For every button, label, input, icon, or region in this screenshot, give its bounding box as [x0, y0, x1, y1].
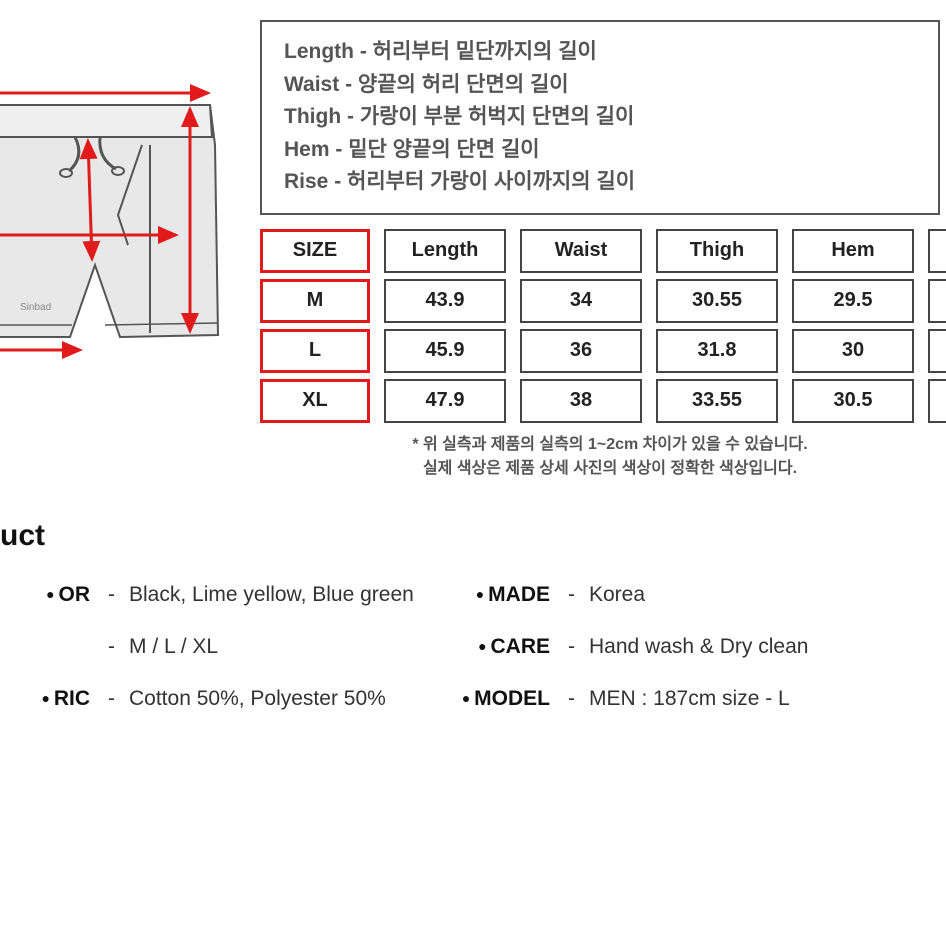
table-cell: 30.55: [656, 279, 778, 323]
def-desc: 허리부터 밑단까지의 길이: [373, 40, 597, 63]
separator: -: [108, 687, 115, 711]
product-value: MEN : 187cm size - L: [589, 687, 790, 711]
size-column: SIZE M L XL: [260, 229, 370, 423]
product-value: M / L / XL: [129, 635, 218, 659]
table-header-cell: Thigh: [656, 229, 778, 273]
size-table: SIZE M L XL Length 43.9 45.9 47.9 Waist …: [260, 229, 946, 423]
product-value: Black, Lime yellow, Blue green: [129, 583, 414, 607]
definition-line: Length - 허리부터 밑단까지의 길이: [284, 36, 920, 69]
table-cell: 30.5: [792, 379, 914, 423]
size-cell: L: [260, 329, 370, 373]
product-section: uct OR - Black, Lime yellow, Blue green …: [0, 519, 946, 739]
def-term: Hem: [284, 134, 330, 167]
size-cell: XL: [260, 379, 370, 423]
table-cell: 31.8: [656, 329, 778, 373]
table-header-cell-cropped: [928, 229, 946, 273]
table-cell: 43.9: [384, 279, 506, 323]
svg-text:Sinbad: Sinbad: [20, 302, 51, 313]
table-cell-cropped: [928, 379, 946, 423]
table-cell: 29.5: [792, 279, 914, 323]
table-cell-cropped: [928, 329, 946, 373]
def-desc: 가랑이 부분 허벅지 단면의 길이: [360, 105, 635, 128]
product-row: MADE - Korea: [460, 583, 946, 607]
hem-column: Hem 29.5 30 30.5: [792, 229, 914, 423]
table-header-cell: Length: [384, 229, 506, 273]
size-cell: M: [260, 279, 370, 323]
product-title-cropped: uct: [0, 519, 946, 553]
thigh-column: Thigh 30.55 31.8 33.55: [656, 229, 778, 423]
definition-line: Waist - 양끝의 허리 단면의 길이: [284, 69, 920, 102]
product-right-column: MADE - Korea CARE - Hand wash & Dry clea…: [460, 583, 946, 739]
table-cell: 33.55: [656, 379, 778, 423]
product-value: Hand wash & Dry clean: [589, 635, 808, 659]
product-row: RIC - Cotton 50%, Polyester 50%: [0, 687, 460, 711]
product-label-cropped: OR: [0, 583, 90, 607]
definition-line: Hem - 밑단 양끝의 단면 길이: [284, 134, 920, 167]
separator: -: [108, 583, 115, 607]
product-label: CARE: [460, 635, 550, 659]
definitions-box: Length - 허리부터 밑단까지의 길이 Waist - 양끝의 허리 단면…: [260, 20, 940, 215]
def-term: Length: [284, 36, 354, 69]
def-desc: 밑단 양끝의 단면 길이: [348, 138, 539, 161]
shorts-diagram: Sinbad: [0, 20, 235, 405]
product-row: X - M / L / XL: [0, 635, 460, 659]
size-header-cell: SIZE: [260, 229, 370, 273]
product-value: Cotton 50%, Polyester 50%: [129, 687, 386, 711]
product-value: Korea: [589, 583, 645, 607]
product-row: CARE - Hand wash & Dry clean: [460, 635, 946, 659]
table-cell: 45.9: [384, 329, 506, 373]
def-desc: 허리부터 가랑이 사이까지의 길이: [347, 170, 635, 193]
separator: -: [568, 687, 575, 711]
table-cell: 38: [520, 379, 642, 423]
product-row: OR - Black, Lime yellow, Blue green: [0, 583, 460, 607]
footnote-line: 실제 색상은 제품 상세 사진의 색상이 정확한 색상입니다.: [260, 457, 946, 481]
table-cell: 47.9: [384, 379, 506, 423]
table-cell: 30: [792, 329, 914, 373]
separator: -: [568, 635, 575, 659]
table-footnote: * 위 실측과 제품의 실측의 1~2cm 차이가 있을 수 있습니다. 실제 …: [260, 433, 946, 481]
product-label-cropped: RIC: [0, 687, 90, 711]
cropped-column: [928, 229, 946, 423]
table-cell: 36: [520, 329, 642, 373]
def-desc: 양끝의 허리 단면의 길이: [358, 73, 569, 96]
table-cell: 34: [520, 279, 642, 323]
table-cell-cropped: [928, 279, 946, 323]
footnote-line: * 위 실측과 제품의 실측의 1~2cm 차이가 있을 수 있습니다.: [260, 433, 946, 457]
def-term: Rise: [284, 166, 328, 199]
def-term: Waist: [284, 69, 339, 102]
product-label: MADE: [460, 583, 550, 607]
waist-column: Waist 34 36 38: [520, 229, 642, 423]
product-label: MODEL: [460, 687, 550, 711]
separator: -: [568, 583, 575, 607]
table-header-cell: Waist: [520, 229, 642, 273]
product-left-column: OR - Black, Lime yellow, Blue green X - …: [0, 583, 460, 739]
product-row: MODEL - MEN : 187cm size - L: [460, 687, 946, 711]
separator: -: [108, 635, 115, 659]
table-header-cell: Hem: [792, 229, 914, 273]
definition-line: Rise - 허리부터 가랑이 사이까지의 길이: [284, 166, 920, 199]
length-column: Length 43.9 45.9 47.9: [384, 229, 506, 423]
def-term: Thigh: [284, 101, 341, 134]
shorts-measurement-svg: Sinbad: [0, 75, 235, 405]
definition-line: Thigh - 가랑이 부분 허벅지 단면의 길이: [284, 101, 920, 134]
